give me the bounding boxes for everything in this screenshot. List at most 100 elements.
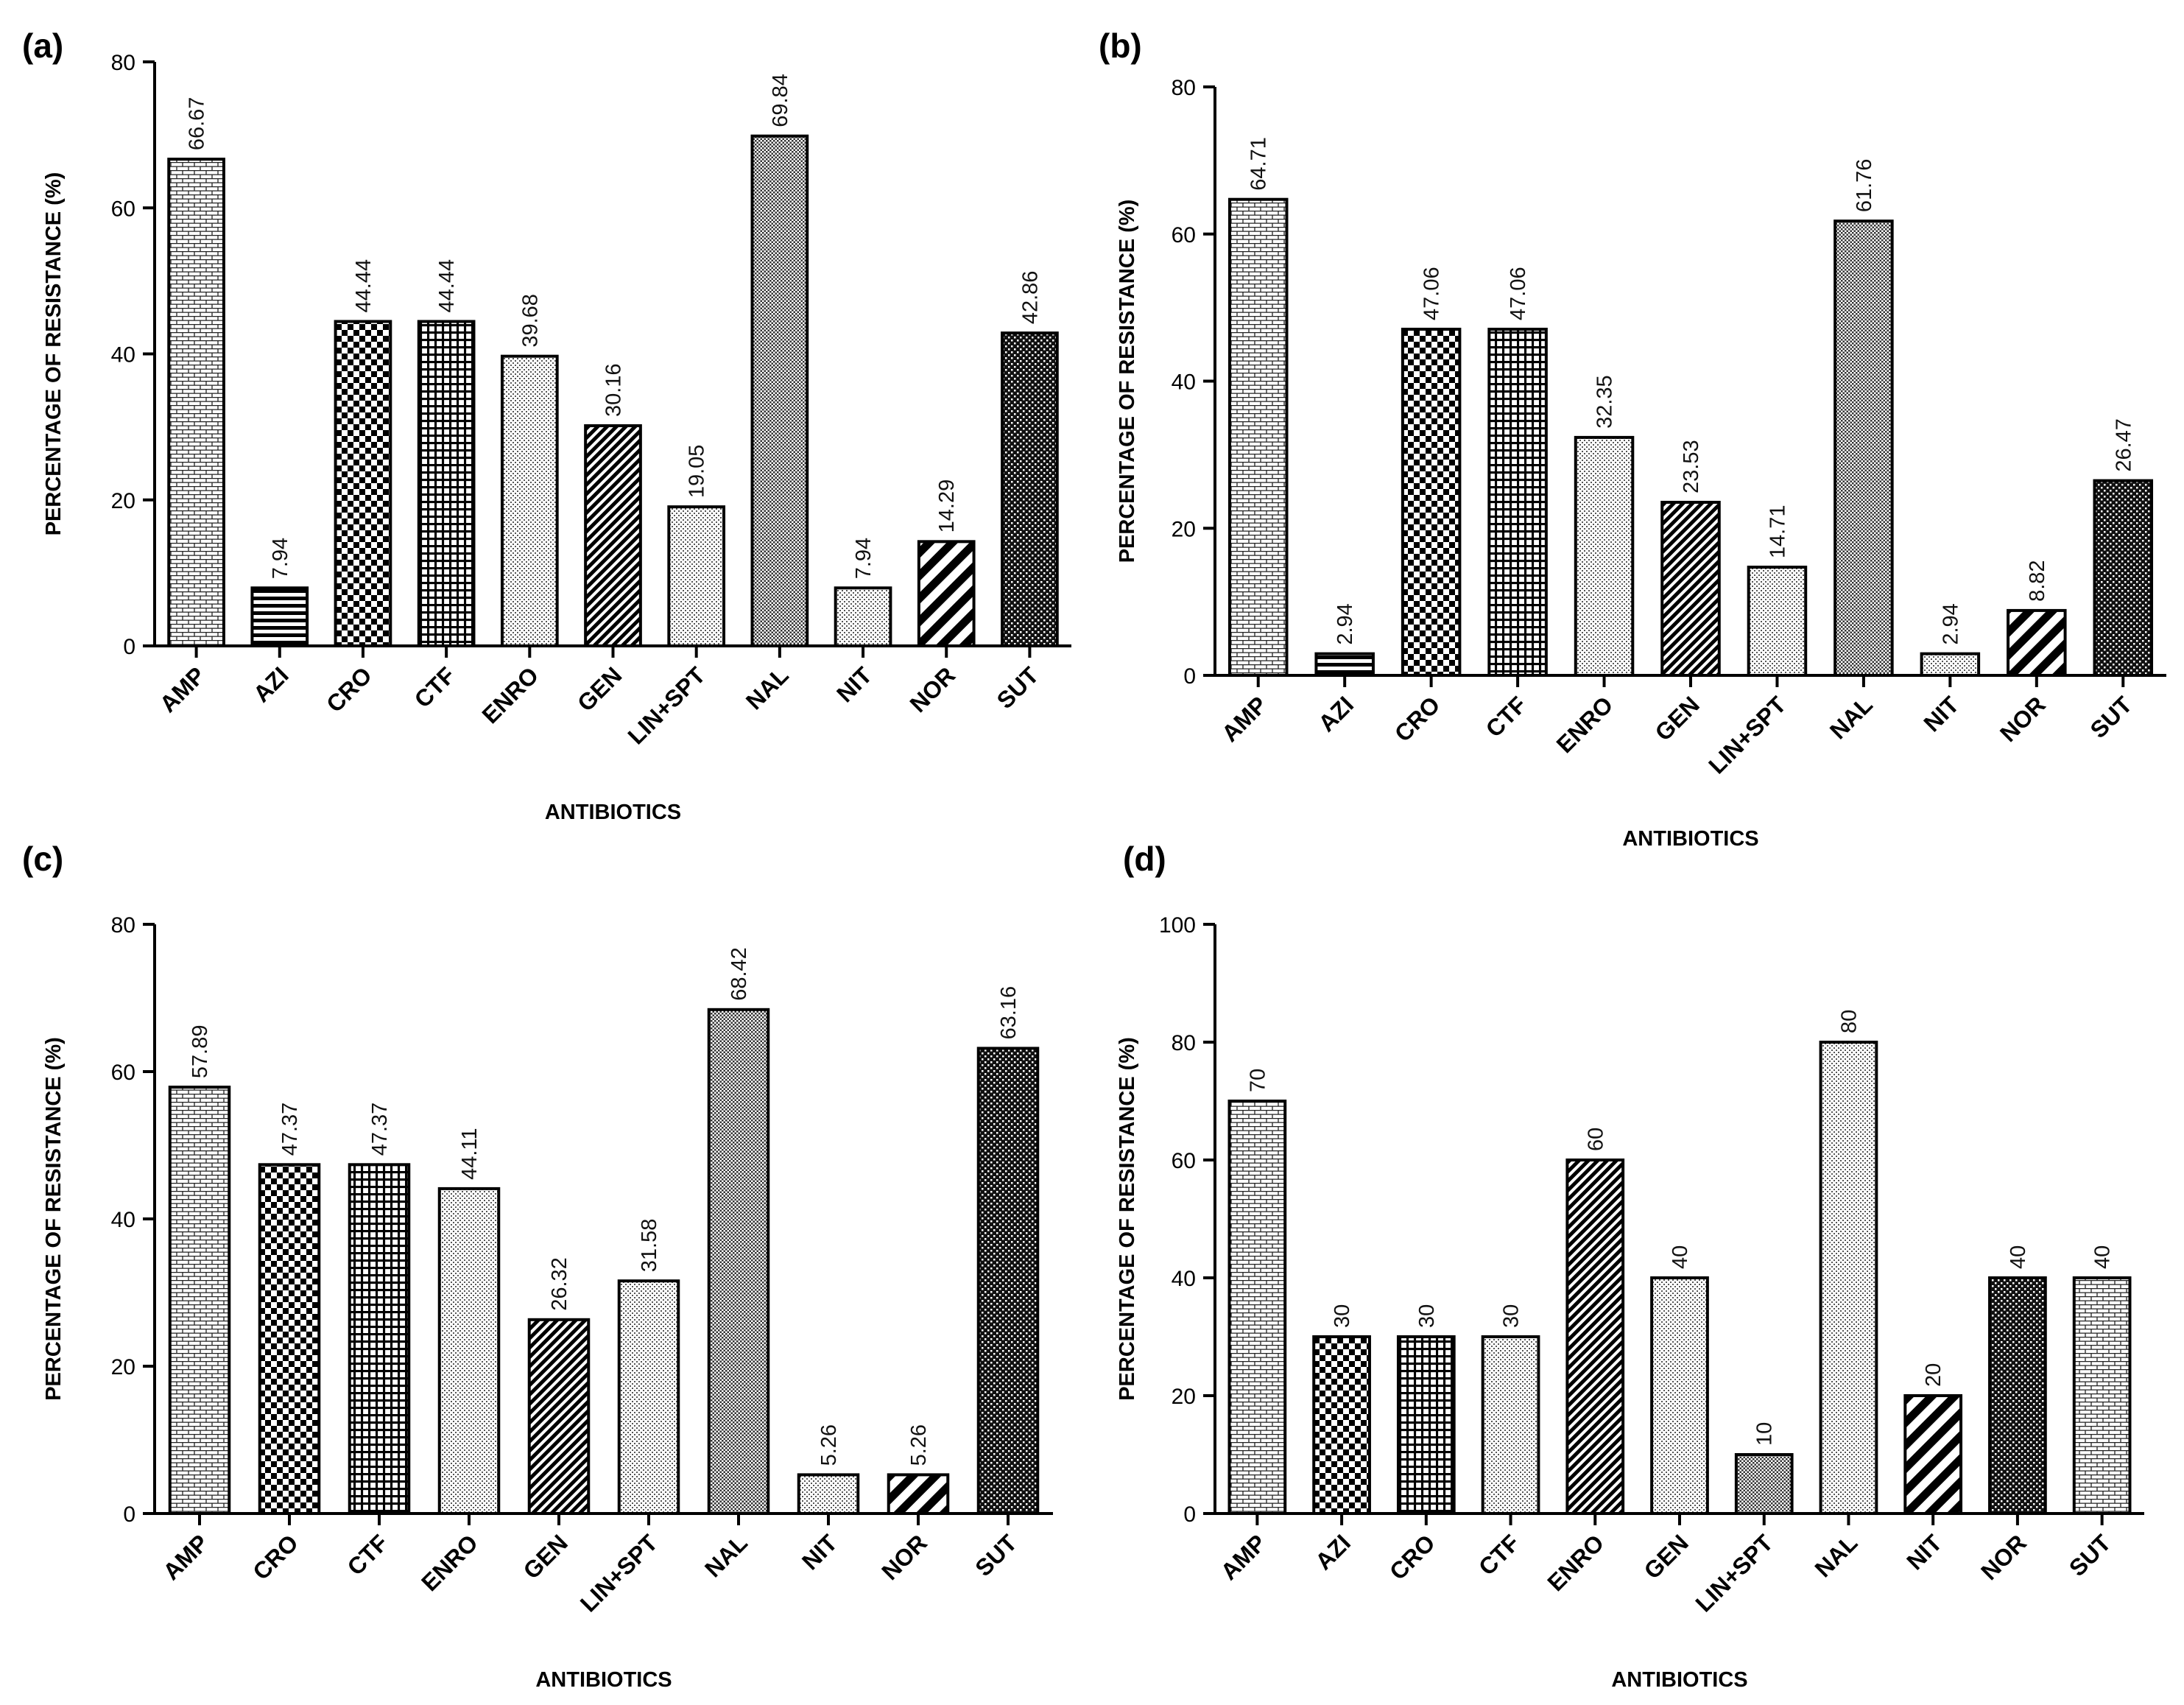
bar-nor — [887, 1473, 950, 1516]
y-tick-label: 60 — [111, 1061, 135, 1085]
data-label: 20 — [1922, 1363, 1945, 1387]
bar-nal — [1819, 1041, 1878, 1515]
bar-ctf — [1481, 1335, 1540, 1515]
data-label: 42.86 — [1018, 271, 1042, 325]
y-axis-title: PERCENTAGE OF RESISTANCE (%) — [1116, 1037, 1139, 1401]
bar-gen — [1660, 500, 1721, 678]
data-label: 31.58 — [638, 1219, 661, 1273]
x-tick-label: NAL — [1809, 1529, 1862, 1582]
panel-letter: (c) — [22, 840, 63, 878]
bar-sut — [2072, 1276, 2132, 1515]
data-label: 5.26 — [817, 1424, 841, 1466]
x-tick-label: ENRO — [1542, 1529, 1609, 1596]
x-tick-label: CRO — [1389, 691, 1445, 747]
x-tick-label: AMP — [155, 661, 211, 717]
bar-nor — [2007, 608, 2067, 678]
y-tick-label: 0 — [1183, 1502, 1196, 1527]
bar-nor — [917, 540, 976, 648]
chart-panel-b: (b) PERCENTAGE OF RESISTANCE (%) 0 20 40 60 80… — [1099, 27, 2166, 851]
data-label: 47.06 — [1507, 267, 1530, 320]
data-label: 44.44 — [435, 259, 459, 313]
y-tick-label: 60 — [1172, 223, 1196, 247]
x-tick-label: GEN — [1649, 691, 1704, 745]
y-tick-label: 80 — [1172, 76, 1196, 100]
y-tick-label: 0 — [1183, 664, 1196, 689]
x-tick-label: CRO — [1384, 1529, 1440, 1585]
chart-panel-d: (d) PERCENTAGE OF RESISTANCE (%) 0 20 40 60 80… — [1116, 840, 2144, 1692]
data-label: 14.71 — [1766, 505, 1789, 559]
data-label: 30 — [1415, 1304, 1439, 1328]
y-tick-label: 20 — [1172, 517, 1196, 541]
bar-gen — [1650, 1276, 1709, 1515]
x-tick-label: SUT — [992, 661, 1044, 714]
data-label: 19.05 — [686, 445, 709, 499]
y-tick-label: 0 — [123, 635, 135, 659]
y-tick-label: 20 — [111, 1355, 135, 1379]
x-tick-label: LIN+SPT — [1703, 691, 1791, 778]
y-tick-label: 40 — [1172, 370, 1196, 395]
bar-amp — [168, 1086, 231, 1515]
y-tick-label: 80 — [111, 51, 135, 75]
bar-nal — [1833, 219, 1894, 677]
x-tick-label: LIN+SPT — [623, 661, 711, 749]
bar-nit — [797, 1473, 860, 1516]
panel-letter: (a) — [22, 27, 63, 65]
bar-ctf — [348, 1163, 411, 1516]
y-tick-label: 60 — [1172, 1149, 1196, 1173]
bar-lin-spt — [1734, 1453, 1794, 1515]
x-tick-label: NIT — [1918, 691, 1964, 737]
chart-panel-c: (c) PERCENTAGE OF RESISTANCE (%) 0 20 40 60 80… — [22, 840, 1053, 1692]
x-tick-label: NAL — [1825, 691, 1878, 744]
data-label: 30 — [1500, 1304, 1523, 1328]
data-label: 23.53 — [1680, 440, 1703, 493]
data-label: 47.37 — [368, 1103, 392, 1156]
data-label: 32.35 — [1593, 375, 1617, 429]
bar-nal — [750, 134, 809, 647]
x-tick-label: SUT — [2085, 691, 2138, 743]
data-label: 7.94 — [269, 538, 292, 579]
data-label: 69.84 — [769, 74, 792, 127]
data-label: 39.68 — [518, 294, 542, 348]
x-tick-label: NOR — [904, 661, 960, 717]
data-label: 80 — [1837, 1010, 1861, 1033]
x-tick-label: CRO — [321, 661, 377, 717]
bar-nit — [1903, 1394, 1963, 1515]
y-tick-label: 80 — [1172, 1031, 1196, 1055]
bar-amp — [1227, 197, 1289, 677]
data-label: 57.89 — [189, 1025, 212, 1079]
y-tick-label: 20 — [111, 489, 135, 513]
bar-enro — [1574, 435, 1635, 677]
bar-azi — [1314, 652, 1375, 678]
bar-sut — [2093, 479, 2154, 677]
bar-lin-spt — [667, 505, 726, 647]
x-tick-label: AMP — [158, 1529, 214, 1585]
bar-nor — [1988, 1276, 2047, 1515]
y-axis-title: PERCENTAGE OF RESISTANCE (%) — [42, 172, 66, 536]
bar-cro — [258, 1163, 321, 1516]
data-label: 14.29 — [935, 479, 959, 533]
x-tick-label: CTF — [1473, 1529, 1524, 1580]
y-axis-title: PERCENTAGE OF RESISTANCE (%) — [1116, 200, 1139, 563]
chart-panel-a: (a) PERCENTAGE OF RESISTANCE (%) 0 20 40 60 80… — [22, 27, 1071, 824]
y-tick-label: 0 — [123, 1502, 135, 1527]
bar-enro — [500, 354, 559, 647]
data-label: 30 — [1331, 1304, 1354, 1328]
x-axis-title: ANTIBIOTICS — [535, 1668, 672, 1692]
bar-azi — [250, 586, 309, 647]
data-label: 26.32 — [548, 1257, 571, 1311]
y-tick-label: 40 — [111, 343, 135, 368]
y-tick-label: 60 — [111, 197, 135, 221]
data-label: 60 — [1584, 1128, 1607, 1151]
data-label: 44.44 — [352, 259, 376, 313]
bar-sut — [1001, 331, 1059, 647]
data-label: 40 — [2007, 1245, 2030, 1269]
data-label: 61.76 — [1853, 159, 1876, 213]
x-tick-label: GEN — [572, 661, 627, 716]
x-tick-label: LIN+SPT — [1691, 1529, 1778, 1617]
bar-enro — [1565, 1159, 1625, 1515]
bar-gen — [527, 1318, 591, 1516]
data-label: 40 — [1669, 1245, 1692, 1269]
x-tick-label: NIT — [797, 1529, 842, 1575]
data-label: 30.16 — [602, 363, 626, 417]
